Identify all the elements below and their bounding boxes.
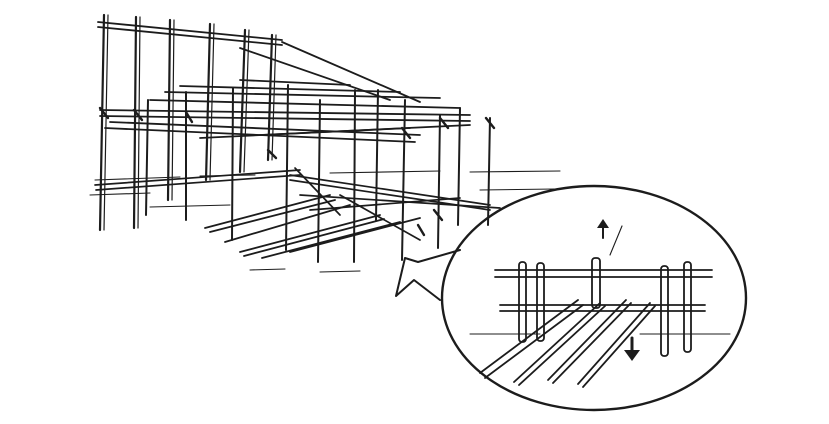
platform-poles (104, 79, 471, 143)
scaffold-structure (89, 13, 561, 273)
detail-circle (440, 184, 748, 412)
lower-frame (94, 167, 501, 241)
down-arrow-icon (624, 336, 640, 361)
detail-callout (395, 184, 748, 412)
detail-rails (494, 269, 713, 312)
detail-slant-poles (479, 299, 656, 388)
up-arrow-icon (597, 219, 623, 256)
lashings (98, 106, 496, 237)
detail-posts (518, 257, 692, 357)
top-rails (97, 21, 471, 122)
ramp-poles (204, 194, 421, 259)
pointer-arrow-icon (395, 249, 461, 301)
